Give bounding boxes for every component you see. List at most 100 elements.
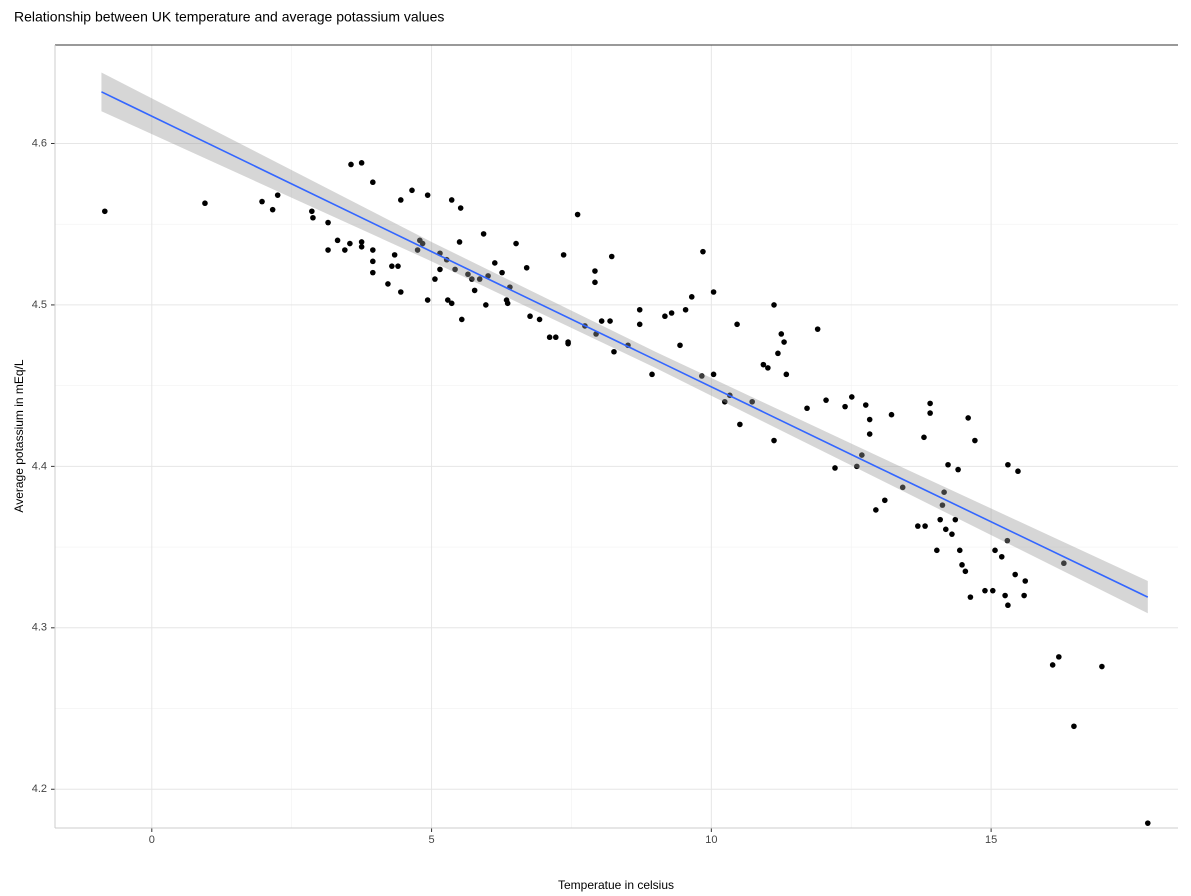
data-point bbox=[465, 271, 471, 278]
y-tick-label: 4.3 bbox=[32, 622, 47, 634]
data-point bbox=[485, 273, 491, 279]
data-point bbox=[444, 297, 451, 303]
data-point bbox=[499, 269, 505, 276]
data-point bbox=[873, 507, 879, 513]
data-point bbox=[649, 371, 655, 378]
data-point bbox=[274, 192, 281, 198]
data-point bbox=[424, 297, 431, 303]
y-axis-title: Average potassium in mEq/L bbox=[12, 359, 26, 513]
data-point bbox=[471, 287, 478, 294]
data-point bbox=[611, 348, 617, 355]
data-point bbox=[771, 437, 777, 444]
data-point bbox=[458, 316, 465, 323]
data-point bbox=[710, 371, 717, 378]
data-point bbox=[982, 587, 988, 594]
data-point bbox=[749, 398, 755, 405]
data-point bbox=[998, 553, 1005, 560]
data-point bbox=[397, 289, 404, 295]
data-point bbox=[414, 247, 421, 253]
data-point bbox=[927, 410, 933, 416]
data-point bbox=[1005, 461, 1011, 468]
data-point bbox=[866, 431, 873, 437]
data-point bbox=[1061, 560, 1067, 567]
data-point bbox=[391, 252, 398, 258]
data-point bbox=[574, 211, 581, 218]
data-point bbox=[370, 269, 376, 276]
data-point bbox=[941, 489, 947, 495]
data-point bbox=[949, 531, 955, 537]
data-point bbox=[1056, 654, 1062, 660]
data-point bbox=[565, 340, 571, 347]
data-point bbox=[934, 547, 940, 554]
y-tick-label: 4.6 bbox=[32, 137, 47, 149]
chart-title: Relationship between UK temperature and … bbox=[14, 9, 444, 25]
data-point bbox=[342, 247, 348, 253]
data-point bbox=[848, 394, 855, 400]
data-point bbox=[310, 214, 316, 221]
data-point bbox=[1049, 662, 1056, 668]
data-point bbox=[536, 316, 543, 323]
data-point bbox=[921, 434, 927, 441]
data-point bbox=[598, 318, 605, 324]
data-point bbox=[1002, 592, 1008, 599]
data-point bbox=[972, 437, 978, 444]
data-point bbox=[607, 318, 613, 324]
x-axis-title: Temperatue in celsius bbox=[558, 878, 674, 892]
data-point bbox=[882, 497, 888, 504]
data-point bbox=[915, 523, 921, 529]
data-point bbox=[965, 415, 971, 421]
data-point bbox=[765, 365, 771, 371]
data-point bbox=[452, 266, 458, 273]
data-point bbox=[348, 161, 354, 168]
data-point bbox=[778, 331, 785, 337]
data-point bbox=[967, 594, 974, 600]
y-tick-label: 4.5 bbox=[32, 299, 47, 311]
data-point bbox=[269, 206, 276, 213]
data-point bbox=[409, 187, 415, 194]
data-point bbox=[1015, 468, 1021, 475]
data-point bbox=[358, 244, 365, 250]
data-point bbox=[636, 321, 643, 328]
data-point bbox=[962, 568, 969, 575]
x-tick-label: 10 bbox=[705, 834, 717, 846]
data-point bbox=[804, 405, 810, 412]
data-point bbox=[888, 411, 895, 418]
data-point bbox=[771, 302, 777, 308]
regression-line bbox=[101, 91, 1149, 598]
data-point bbox=[202, 200, 208, 207]
data-point bbox=[101, 208, 108, 215]
data-point bbox=[1071, 723, 1077, 730]
data-point bbox=[866, 416, 873, 423]
data-point bbox=[259, 198, 265, 205]
data-point bbox=[760, 361, 767, 368]
data-point bbox=[783, 371, 790, 378]
data-point bbox=[854, 463, 860, 470]
confidence-band bbox=[101, 72, 1148, 614]
data-point bbox=[358, 160, 365, 166]
data-point bbox=[710, 289, 717, 295]
data-point bbox=[480, 231, 487, 237]
data-point bbox=[1021, 592, 1027, 599]
data-point bbox=[842, 403, 848, 410]
data-point bbox=[334, 237, 341, 244]
data-point bbox=[682, 306, 689, 313]
data-point bbox=[504, 300, 511, 307]
data-point bbox=[456, 239, 463, 245]
data-point bbox=[424, 192, 431, 198]
data-point bbox=[347, 240, 353, 247]
data-point bbox=[457, 205, 464, 211]
data-point bbox=[592, 268, 598, 274]
data-point bbox=[523, 264, 530, 271]
data-point bbox=[992, 547, 998, 554]
data-point bbox=[448, 197, 455, 203]
data-point bbox=[491, 260, 498, 266]
data-point bbox=[592, 279, 598, 286]
data-point bbox=[937, 516, 943, 523]
data-point bbox=[513, 240, 519, 247]
data-point bbox=[1012, 571, 1018, 578]
data-point bbox=[952, 516, 959, 523]
data-point bbox=[325, 219, 331, 226]
data-point bbox=[662, 313, 668, 320]
data-point bbox=[432, 276, 438, 282]
